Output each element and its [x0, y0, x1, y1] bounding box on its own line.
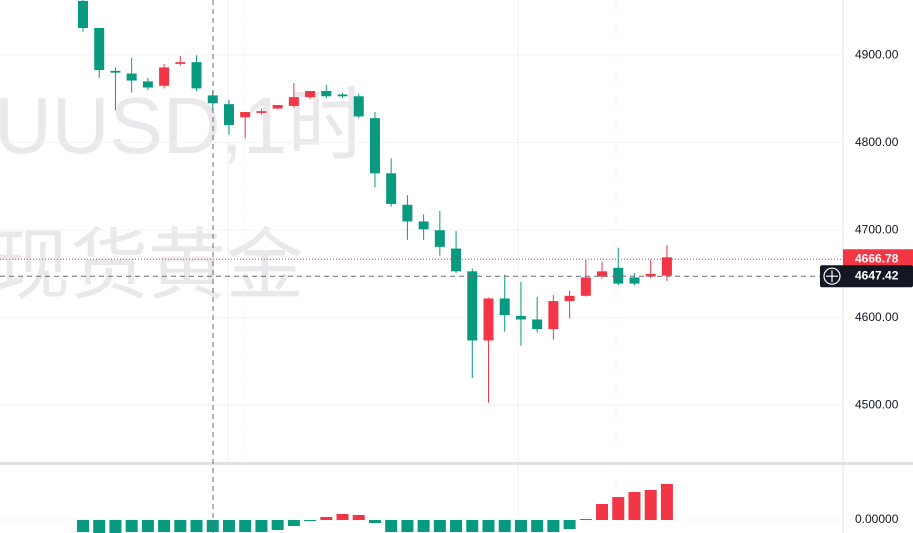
candle-body [386, 173, 397, 204]
histogram-bar [596, 504, 609, 520]
crosshair-tag [820, 265, 913, 288]
candle-body [175, 62, 186, 64]
histogram-bar [271, 520, 284, 530]
candle-body [499, 298, 510, 316]
candle-body [353, 96, 364, 117]
histogram-bar [482, 520, 495, 532]
candle-body [548, 301, 559, 330]
candle-body [159, 67, 170, 86]
histogram-bar [628, 492, 641, 520]
histogram-bar [498, 520, 511, 532]
crosshair-label: 4647.42 [855, 268, 899, 282]
histogram-bar [514, 520, 527, 532]
candle-body [645, 273, 656, 277]
crosshair-plus [823, 267, 841, 285]
candle-body [321, 91, 332, 97]
histogram-bar [612, 497, 625, 520]
candle-body [483, 298, 494, 341]
histogram-bar [579, 519, 592, 520]
histogram-bar [174, 520, 187, 532]
candle-body [629, 277, 640, 284]
candle-body [223, 104, 234, 126]
y-tick-label: 4700.00 [855, 222, 899, 236]
y-tick-label: 0.00000 [855, 512, 899, 526]
y-tick-label: 4800.00 [855, 135, 899, 149]
candle-body [191, 62, 202, 89]
histogram-bar [77, 520, 89, 532]
histogram-bar [255, 520, 268, 532]
candle-body [661, 257, 672, 276]
histogram-bar [109, 520, 122, 533]
candle-body [564, 295, 575, 302]
histogram-bar [190, 520, 203, 532]
candle-body [418, 221, 429, 230]
candle-body [451, 248, 462, 272]
candle-body [402, 204, 413, 222]
histogram-bar [385, 520, 398, 532]
histogram-bar [644, 490, 657, 520]
histogram-bar [433, 520, 446, 532]
candle-body [126, 73, 137, 81]
candle-body [515, 315, 526, 320]
histogram-bar [125, 520, 138, 532]
candle-body [240, 112, 251, 118]
histogram-bar [222, 520, 235, 532]
candle-body [467, 271, 478, 341]
histogram-bar [287, 520, 300, 526]
candle-body [434, 230, 445, 247]
histogram-bar [547, 520, 560, 532]
candle-body [110, 70, 121, 73]
histogram-bar [368, 520, 381, 523]
histogram-bar [660, 484, 673, 520]
candle-body [580, 277, 591, 296]
candle-body [532, 319, 543, 330]
last-price-label: 4666.78 [855, 251, 899, 265]
histogram-bar [450, 520, 463, 532]
candle-body [94, 28, 105, 71]
histogram-bar [141, 520, 154, 532]
candle-body [597, 271, 608, 277]
histogram-bar [320, 517, 333, 520]
y-tick-label: 4600.00 [855, 310, 899, 324]
candle-body [305, 91, 316, 98]
crosshair-plus [826, 270, 838, 283]
candle-body [78, 0, 88, 29]
candle-body [272, 105, 283, 109]
candle-body [256, 111, 267, 113]
histogram-bar [417, 520, 430, 532]
histogram-bar [563, 520, 576, 529]
y-tick-label: 4500.00 [855, 397, 899, 411]
watermark: 现货黄金 [0, 221, 304, 309]
histogram-bar [352, 515, 365, 520]
y-tick-label: 4900.00 [855, 47, 899, 61]
last-price-tag [843, 249, 913, 270]
histogram-bar [401, 520, 414, 532]
candle-body [369, 118, 380, 174]
candle-body [142, 81, 153, 88]
candle-body [337, 94, 348, 97]
histogram-bar [158, 520, 171, 532]
histogram-bar [93, 520, 106, 533]
histogram-bar [466, 520, 479, 532]
histogram-bar [304, 520, 317, 521]
histogram-bar [531, 520, 544, 532]
candle-body [613, 267, 624, 284]
histogram-bar [336, 514, 349, 520]
pane-separator [0, 462, 913, 465]
histogram-bar [239, 520, 252, 532]
candle-body [288, 97, 299, 106]
